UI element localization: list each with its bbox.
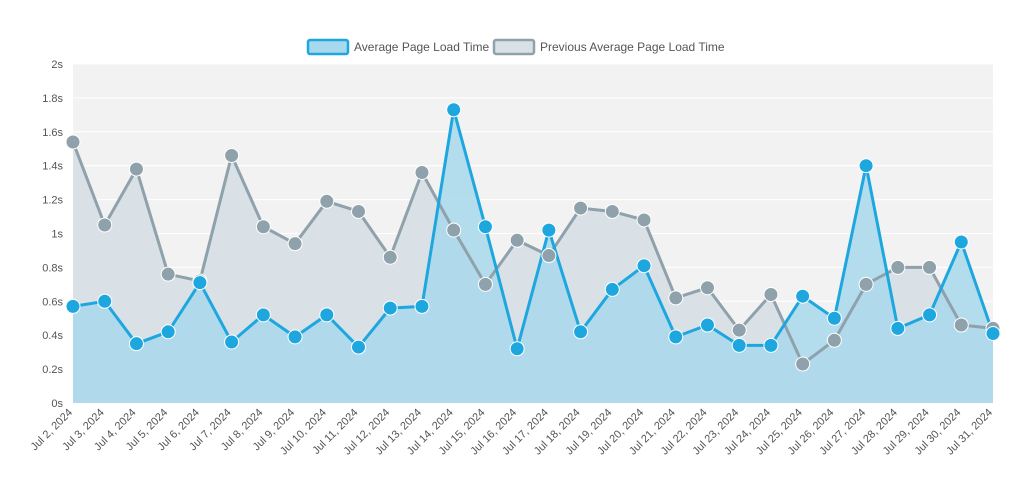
data-point[interactable] (858, 158, 874, 174)
y-tick-label: 1s (51, 229, 63, 241)
data-point[interactable] (795, 288, 811, 304)
data-point[interactable] (65, 298, 81, 314)
data-point[interactable] (446, 222, 462, 238)
legend: Average Page Load Time Previous Average … (306, 38, 725, 56)
data-point[interactable] (890, 320, 906, 336)
data-point[interactable] (509, 341, 525, 357)
data-point[interactable] (382, 300, 398, 316)
data-point[interactable] (636, 212, 652, 228)
data-point[interactable] (414, 298, 430, 314)
data-point[interactable] (287, 329, 303, 345)
data-point[interactable] (477, 219, 493, 235)
legend-label-previous[interactable]: Previous Average Page Load Time (540, 40, 725, 54)
data-point[interactable] (224, 334, 240, 350)
data-point[interactable] (604, 203, 620, 219)
data-point[interactable] (731, 337, 747, 353)
series-lines (71, 108, 995, 366)
data-point[interactable] (65, 134, 81, 150)
data-point[interactable] (795, 356, 811, 372)
data-point[interactable] (477, 276, 493, 292)
legend-swatch-previous[interactable] (492, 38, 536, 56)
data-point[interactable] (763, 287, 779, 303)
data-point[interactable] (922, 307, 938, 323)
data-point[interactable] (446, 102, 462, 118)
data-point[interactable] (668, 329, 684, 345)
data-point[interactable] (826, 310, 842, 326)
data-point[interactable] (128, 336, 144, 352)
y-tick-label: 1.6s (42, 127, 63, 139)
data-point[interactable] (160, 266, 176, 282)
data-point[interactable] (922, 259, 938, 275)
data-point[interactable] (541, 222, 557, 238)
data-point[interactable] (985, 326, 1001, 342)
y-tick-label: 1.4s (42, 161, 63, 173)
data-point[interactable] (97, 217, 113, 233)
y-tick-label: 0.4s (42, 330, 63, 342)
data-point[interactable] (319, 193, 335, 209)
y-tick-label: 1.2s (42, 195, 63, 207)
data-point[interactable] (128, 161, 144, 177)
series-line (72, 108, 995, 351)
data-point[interactable] (604, 281, 620, 297)
data-point[interactable] (382, 249, 398, 265)
y-tick-label: 0.8s (42, 262, 63, 274)
y-tick-label: 2s (51, 59, 63, 71)
data-point[interactable] (351, 203, 367, 219)
y-tick-label: 0s (51, 398, 63, 410)
data-point[interactable] (573, 200, 589, 216)
data-point[interactable] (826, 332, 842, 348)
data-point[interactable] (668, 290, 684, 306)
data-point[interactable] (509, 232, 525, 248)
data-point[interactable] (160, 324, 176, 340)
data-point[interactable] (573, 324, 589, 340)
data-point[interactable] (351, 339, 367, 355)
data-point[interactable] (192, 275, 208, 291)
legend-label-average[interactable]: Average Page Load Time (354, 40, 490, 54)
data-point[interactable] (319, 307, 335, 323)
series-points (65, 102, 1001, 372)
series-areas (73, 109, 993, 403)
y-tick-label: 0.6s (42, 296, 63, 308)
data-point[interactable] (287, 236, 303, 252)
data-point[interactable] (858, 276, 874, 292)
y-axis: 0s 0.2s 0.4s 0.6s 0.8s 1s 1.2s 1.4s 1.6s 1.8s 2s (42, 59, 63, 410)
series-line (71, 141, 994, 366)
data-point[interactable] (224, 148, 240, 164)
data-point[interactable] (699, 280, 715, 296)
data-point[interactable] (97, 293, 113, 309)
data-point[interactable] (636, 258, 652, 274)
data-point[interactable] (541, 248, 557, 264)
data-point[interactable] (890, 259, 906, 275)
legend-swatch-average[interactable] (306, 38, 350, 56)
data-point[interactable] (255, 307, 271, 323)
y-tick-label: 1.8s (42, 93, 63, 105)
data-point[interactable] (731, 322, 747, 338)
y-tick-label: 0.2s (42, 364, 63, 376)
data-point[interactable] (414, 164, 430, 180)
data-point[interactable] (699, 317, 715, 333)
data-point[interactable] (255, 219, 271, 235)
data-point[interactable] (763, 337, 779, 353)
data-point[interactable] (953, 234, 969, 250)
data-point[interactable] (953, 317, 969, 333)
series-area (73, 109, 993, 403)
